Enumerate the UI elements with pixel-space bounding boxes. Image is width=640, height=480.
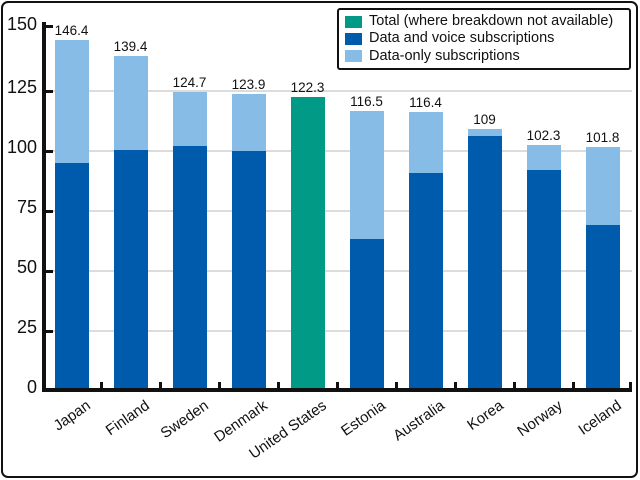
gridline bbox=[46, 210, 632, 212]
segment-data-only-subscriptions bbox=[113, 56, 148, 151]
y-tick bbox=[46, 329, 53, 333]
gridline bbox=[46, 270, 632, 272]
y-axis-label: 0 bbox=[26, 377, 37, 397]
bar-value-label: 102.3 bbox=[526, 128, 561, 144]
segment-data-only-subscriptions bbox=[172, 91, 207, 147]
bar-sweden bbox=[172, 91, 207, 391]
x-tick bbox=[512, 382, 516, 388]
bar-norway bbox=[526, 145, 561, 391]
bar-value-label: 139.4 bbox=[113, 39, 148, 55]
gridline bbox=[46, 90, 632, 92]
segment-total-where-breakdown-not-available- bbox=[290, 97, 325, 391]
bar-iceland bbox=[585, 146, 620, 391]
x-tick bbox=[335, 382, 339, 388]
segment-data-only-subscriptions bbox=[231, 93, 266, 151]
gridline bbox=[46, 330, 632, 332]
segment-data-and-voice-subscriptions bbox=[113, 150, 148, 391]
x-tick bbox=[453, 382, 457, 388]
segment-data-and-voice-subscriptions bbox=[349, 238, 384, 391]
bar-united-states bbox=[290, 97, 325, 391]
legend-swatch-total-icon bbox=[345, 15, 362, 28]
segment-data-only-subscriptions bbox=[585, 146, 620, 226]
segment-data-only-subscriptions bbox=[349, 111, 384, 239]
bar-denmark bbox=[231, 93, 266, 391]
bar-value-label: 101.8 bbox=[585, 129, 620, 145]
x-tick bbox=[394, 382, 398, 388]
y-tick bbox=[46, 149, 53, 153]
x-tick bbox=[629, 382, 632, 388]
x-tick bbox=[276, 382, 280, 388]
bar-value-label: 116.5 bbox=[350, 94, 383, 110]
y-tick bbox=[46, 269, 53, 273]
y-axis-label: 100 bbox=[6, 137, 37, 157]
bar-estonia bbox=[349, 111, 384, 391]
segment-data-only-subscriptions bbox=[54, 39, 89, 164]
bar-value-label: 123.9 bbox=[231, 76, 266, 92]
segment-data-and-voice-subscriptions bbox=[231, 150, 266, 391]
segment-data-and-voice-subscriptions bbox=[585, 225, 620, 391]
x-tick bbox=[158, 382, 162, 388]
y-tick bbox=[46, 24, 53, 28]
segment-data-and-voice-subscriptions bbox=[467, 135, 502, 391]
legend-swatch-data-icon bbox=[345, 32, 362, 45]
y-axis-label: 150 bbox=[6, 14, 37, 34]
legend-label: Data and voice subscriptions bbox=[369, 30, 555, 47]
legend-label: Data-only subscriptions bbox=[369, 47, 520, 64]
legend-label: Total (where breakdown not available) bbox=[369, 13, 614, 30]
bar-finland bbox=[113, 56, 148, 391]
x-tick bbox=[99, 382, 103, 388]
legend-item: Data-only subscriptions bbox=[345, 47, 623, 64]
y-axis-label: 125 bbox=[6, 77, 37, 97]
bar-value-label: 116.4 bbox=[409, 94, 442, 110]
bar-korea bbox=[467, 129, 502, 391]
legend-item: Data and voice subscriptions bbox=[345, 31, 623, 46]
legend: Total (where breakdown not available) Dat… bbox=[337, 8, 631, 70]
legend-item: Total (where breakdown not available) bbox=[345, 14, 623, 29]
y-axis-label: 75 bbox=[16, 197, 37, 217]
segment-data-and-voice-subscriptions bbox=[172, 146, 207, 391]
gridline bbox=[46, 150, 632, 152]
bar-value-label: 124.7 bbox=[172, 74, 207, 90]
x-tick bbox=[571, 382, 575, 388]
bar-japan bbox=[54, 39, 89, 391]
x-tick bbox=[217, 382, 221, 388]
bar-value-label: 146.4 bbox=[54, 22, 89, 38]
segment-data-and-voice-subscriptions bbox=[408, 173, 443, 391]
x-axis-line bbox=[42, 388, 632, 392]
bar-value-label: 109 bbox=[473, 112, 496, 128]
y-axis-label: 50 bbox=[16, 257, 37, 277]
legend-swatch-data-icon bbox=[345, 50, 362, 63]
y-axis-label: 25 bbox=[16, 317, 37, 337]
segment-data-and-voice-subscriptions bbox=[54, 163, 89, 391]
segment-data-only-subscriptions bbox=[408, 111, 443, 174]
bar-australia bbox=[408, 111, 443, 391]
y-axis-line bbox=[42, 22, 46, 392]
y-tick bbox=[46, 209, 53, 213]
y-tick bbox=[46, 89, 53, 93]
bar-value-label: 122.3 bbox=[290, 80, 325, 96]
segment-data-and-voice-subscriptions bbox=[526, 169, 561, 391]
segment-data-only-subscriptions bbox=[526, 145, 561, 170]
segment-data-only-subscriptions bbox=[467, 129, 502, 136]
